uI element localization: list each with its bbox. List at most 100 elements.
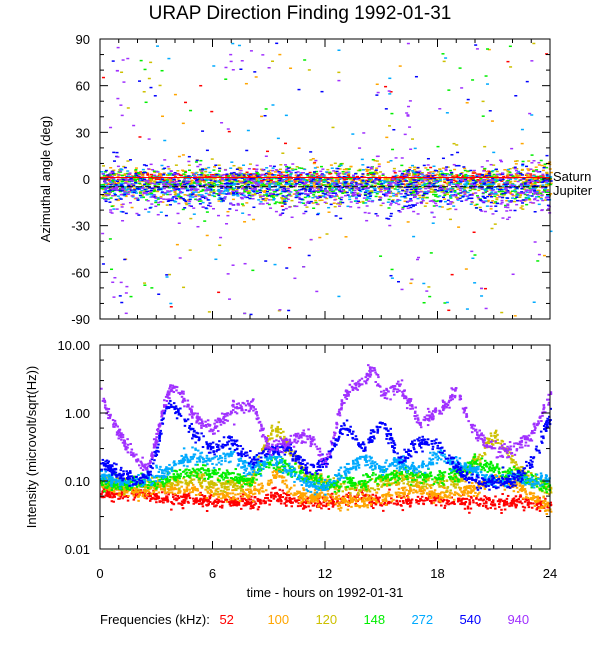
azimuth-point (173, 191, 177, 194)
azimuth-point (173, 193, 177, 196)
azimuth-point (482, 175, 486, 178)
azimuth-point (366, 172, 370, 175)
intensity-point (271, 487, 274, 490)
azimuth-point (144, 181, 148, 184)
azimuth-point (526, 175, 530, 177)
azimuth-point (127, 184, 131, 187)
azimuth-point (262, 184, 266, 187)
azimuth-point (162, 184, 166, 187)
azimuth-point (245, 190, 249, 193)
azimuth-point (421, 194, 425, 197)
azimuth-point (389, 212, 393, 215)
azimuth-point (384, 108, 388, 110)
azimuth-point (466, 186, 470, 189)
azimuth-point (176, 183, 180, 185)
azimuth-point (342, 189, 346, 191)
azimuth-point (199, 174, 203, 176)
azimuth-point (186, 175, 190, 177)
azimuth-point (545, 166, 549, 169)
azimuth-point (483, 184, 487, 186)
azimuth-point (390, 181, 394, 183)
azimuth-point (311, 157, 315, 160)
azimuth-point (194, 188, 198, 190)
intensity-point (466, 505, 470, 508)
azimuth-point (368, 178, 372, 181)
azimuth-point (243, 312, 247, 315)
azimuth-point (456, 199, 460, 201)
azimuth-point (312, 191, 316, 194)
azimuth-point (468, 189, 472, 192)
azimuth-point (536, 181, 540, 184)
azimuth-point (353, 189, 357, 192)
azimuth-point (392, 128, 396, 131)
azimuth-point (281, 209, 285, 211)
azimuth-point (453, 174, 457, 177)
azimuth-point (448, 182, 452, 184)
azimuth-point (401, 208, 405, 210)
azimuth-point (488, 179, 492, 181)
azimuth-point (541, 173, 545, 176)
azimuth-point (250, 176, 254, 178)
azimuth-point (412, 190, 416, 192)
azimuth-point (248, 192, 252, 194)
azimuth-point (265, 183, 269, 185)
azimuth-point (470, 197, 474, 200)
azimuth-point (347, 174, 351, 176)
intensity-point (205, 509, 209, 512)
azimuth-point (299, 172, 303, 174)
azimuth-point (390, 277, 394, 279)
azimuth-point (249, 181, 253, 184)
intensity-point (463, 503, 467, 506)
azimuth-point (281, 195, 285, 197)
azimuth-point (449, 179, 453, 181)
azimuth-point (174, 164, 178, 166)
azimuth-point (152, 186, 156, 189)
azimuth-point (275, 189, 279, 192)
azimuth-point (333, 195, 337, 198)
azimuth-point (368, 192, 372, 194)
azimuth-point (247, 214, 251, 216)
azimuth-point (189, 217, 193, 220)
azimuth-point (465, 195, 469, 197)
azimuth-point (371, 199, 375, 202)
azimuth-point (360, 158, 364, 161)
azimuth-point (408, 126, 412, 128)
intensity-point (279, 498, 282, 501)
azimuth-point (235, 192, 239, 195)
azimuth-point (132, 185, 136, 188)
intensity-point (434, 504, 438, 507)
azimuth-point (378, 175, 382, 177)
azimuth-point (190, 193, 194, 196)
azimuth-point (333, 162, 337, 165)
azimuth-point (228, 186, 232, 189)
azimuth-point (480, 287, 484, 290)
azimuth-point (207, 182, 211, 184)
azimuth-point (119, 281, 123, 284)
azimuth-point (515, 160, 519, 162)
azimuth-point (366, 180, 370, 183)
azimuth-point (337, 202, 341, 204)
azimuth-point (184, 184, 188, 186)
azimuth-point (463, 169, 467, 172)
azimuth-point (320, 174, 324, 176)
azimuth-point (510, 190, 514, 192)
azimuth-point (442, 175, 446, 177)
y-tick-label: 0 (83, 172, 90, 187)
azimuth-point (432, 165, 436, 168)
azimuth-point (449, 201, 453, 203)
azimuth-point (304, 182, 308, 184)
azimuth-point (392, 170, 396, 172)
azimuth-point (432, 170, 436, 173)
azimuth-point (424, 167, 428, 169)
azimuth-point (398, 65, 402, 67)
azimuth-point (526, 193, 530, 196)
azimuth-point (411, 174, 415, 177)
azimuth-point (241, 212, 245, 214)
azimuth-point (220, 187, 224, 189)
azimuth-point (504, 192, 508, 194)
azimuth-point (434, 202, 438, 205)
azimuth-point (299, 179, 303, 181)
azimuth-point (492, 192, 496, 195)
azimuth-point (194, 189, 198, 192)
azimuth-point (481, 181, 485, 184)
